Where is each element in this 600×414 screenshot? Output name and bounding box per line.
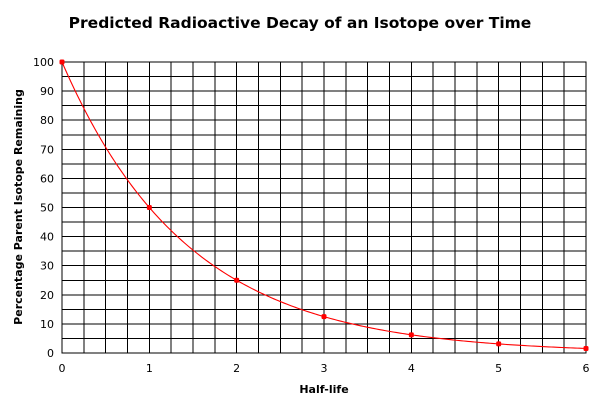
y-tick-label: 60 [40,172,54,185]
x-tick-label: 3 [321,362,328,375]
x-tick-label: 0 [59,362,66,375]
y-tick-label: 20 [40,289,54,302]
data-point [496,341,502,347]
y-axis-label: Percentage Parent Isotope Remaining [12,89,25,325]
y-tick-label: 30 [40,260,54,273]
x-tick-label: 2 [233,362,240,375]
y-tick-label: 80 [40,114,54,127]
y-tick-label: 10 [40,318,54,331]
plot-frame [61,61,587,354]
data-point [408,332,414,338]
y-axis-tick-labels: 0 10 20 30 40 50 60 70 80 90 100 [33,56,54,360]
x-tick-label: 6 [583,362,590,375]
y-tick-label: 90 [40,85,54,98]
grid [62,62,586,353]
y-tick-label: 70 [40,143,54,156]
x-tick-label: 4 [408,362,415,375]
y-tick-label: 100 [33,56,54,69]
data-point [146,205,152,210]
x-axis-label: Half-life [299,383,348,396]
y-tick-label: 40 [40,231,54,244]
x-tick-label: 1 [146,362,153,375]
chart-title: Predicted Radioactive Decay of an Isotop… [69,14,532,32]
data-point [59,59,65,65]
y-tick-label: 0 [47,347,54,360]
x-axis-tick-labels: 0 1 2 3 4 5 6 [59,362,590,375]
x-tick-label: 5 [495,362,502,375]
data-point [321,314,327,320]
series-layer [59,59,589,351]
data-point [583,345,589,351]
y-tick-label: 50 [40,202,54,215]
data-point [234,277,240,283]
